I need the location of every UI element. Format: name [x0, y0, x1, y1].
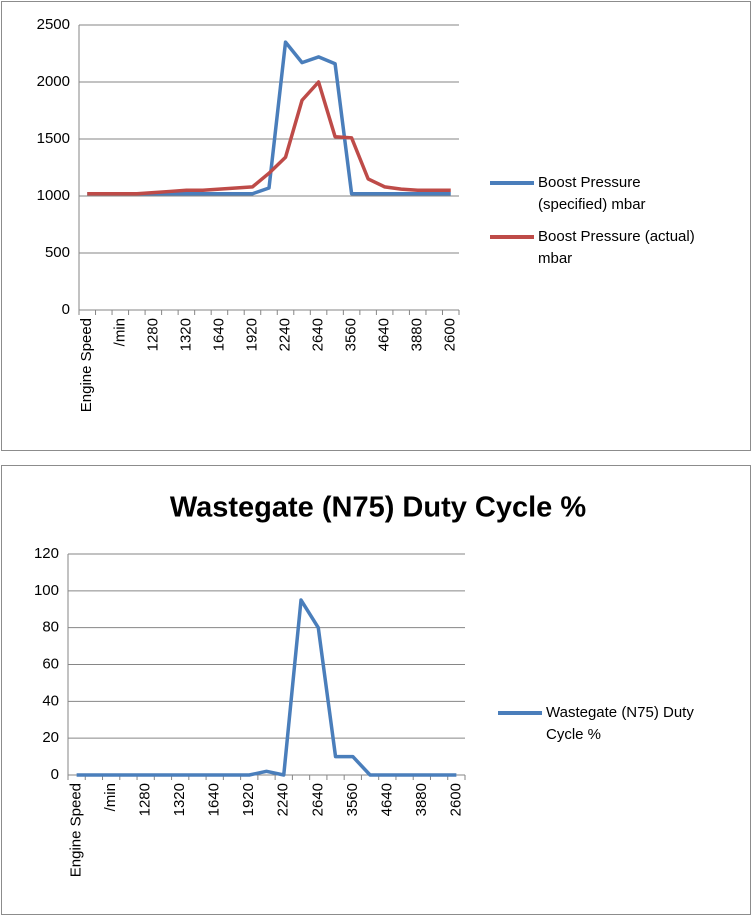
x-tick-label: 3560: [343, 318, 360, 351]
x-tick-label: Engine Speed: [68, 783, 85, 877]
y-tick-label: 0: [62, 301, 70, 318]
series-line: [76, 598, 457, 777]
x-tick-label: 3880: [413, 783, 430, 816]
y-tick-label: 2500: [37, 16, 70, 33]
chart: Wastegate (N75) Duty Cycle % 0 20 40 60 80 10…: [34, 492, 587, 878]
legend-label: Boost Pressure (specified) mbar: [538, 174, 646, 213]
legend-label: Boost Pressure (actual) mbar: [538, 228, 695, 267]
x-tick-label: 1280: [144, 318, 161, 351]
x-tick-label: /min: [111, 318, 128, 346]
x-tick-label: 2240: [275, 783, 292, 816]
x-tick-label: 1320: [177, 318, 194, 351]
legend-item: Boost Pressure (actual) mbar: [490, 226, 710, 270]
x-tick-label: 3880: [409, 318, 426, 351]
x-tick-label: 1640: [210, 318, 227, 351]
legend-swatch: [498, 711, 542, 715]
x-tick-label: /min: [102, 783, 119, 811]
x-tick-label: 2240: [276, 318, 293, 351]
x-tick-label: 4640: [378, 783, 395, 816]
y-tick-label: 0: [51, 766, 59, 783]
x-tick-label: 2640: [310, 318, 327, 351]
x-tick-label: 2600: [447, 783, 464, 816]
chart-title: Wastegate (N75) Duty Cycle %: [170, 492, 587, 524]
chart-panel: 0 500 1000 1500 2000 2500 Engine Speed/min 1280…: [1, 1, 751, 451]
legend-swatch: [490, 235, 534, 239]
x-tick-label: 2600: [442, 318, 459, 351]
legend-item: Boost Pressure (specified) mbar: [490, 172, 710, 216]
y-tick-label: 120: [34, 545, 59, 562]
y-tick-label: 60: [42, 655, 59, 672]
x-tick-label: 1920: [243, 318, 260, 351]
legend-label: Wastegate (N75) Duty Cycle %: [546, 704, 694, 743]
series-line: [87, 80, 451, 196]
y-tick-label: 20: [42, 729, 59, 746]
chart-panel: Wastegate (N75) Duty Cycle % 0 20 40 60 80 10…: [1, 465, 751, 915]
chart: 0 500 1000 1500 2000 2500 Engine Speed/min 1280…: [37, 16, 460, 412]
y-tick-label: 1500: [37, 130, 70, 147]
y-tick-label: 80: [42, 619, 59, 636]
x-tick-label: 3560: [344, 783, 361, 816]
x-tick-label: 1280: [137, 783, 154, 816]
y-tick-label: 1000: [37, 187, 70, 204]
legend-swatch: [490, 181, 534, 185]
x-tick-label: 1320: [171, 783, 188, 816]
y-tick-label: 2000: [37, 73, 70, 90]
y-tick-label: 40: [42, 692, 59, 709]
x-tick-label: 2640: [309, 783, 326, 816]
x-tick-label: Engine Speed: [78, 318, 95, 412]
y-tick-label: 500: [45, 244, 70, 261]
x-tick-label: 1920: [240, 783, 257, 816]
x-tick-label: 4640: [376, 318, 393, 351]
y-tick-label: 100: [34, 582, 59, 599]
x-tick-label: 1640: [206, 783, 223, 816]
legend-item: Wastegate (N75) Duty Cycle %: [498, 702, 718, 746]
